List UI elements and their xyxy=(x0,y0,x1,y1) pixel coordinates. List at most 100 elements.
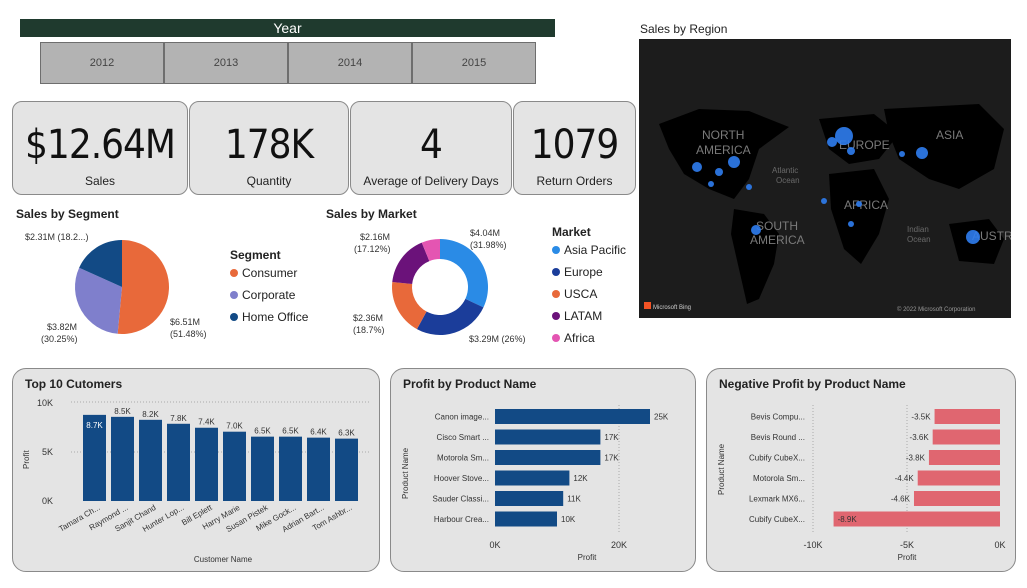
segment-label-consumer-value: $6.51M xyxy=(170,317,200,327)
kpi-sales-label: Sales xyxy=(84,174,116,188)
profit-product-y-axis-label: Product Name xyxy=(401,447,410,499)
top10-bar[interactable] xyxy=(195,427,218,501)
profit-product-x-axis-label: Profit xyxy=(578,553,597,562)
market-slice-usca[interactable] xyxy=(392,281,427,330)
profit-product-title: Profit by Product Name xyxy=(403,377,537,391)
kpi-card-sales: $12.64M Sales xyxy=(12,101,188,195)
top10-bar[interactable] xyxy=(251,436,274,501)
legend-dot-home-office xyxy=(230,313,238,321)
pp-category-label: Hoover Stove... xyxy=(434,474,489,483)
np-category-label: Bevis Round ... xyxy=(751,433,805,442)
legend-item-corporate[interactable]: Corporate xyxy=(230,284,308,306)
year-option-2014[interactable]: 2014 xyxy=(288,42,412,84)
legend-dot-africa xyxy=(552,334,560,342)
np-bar[interactable] xyxy=(932,429,1000,445)
kpi-quantity-label: Quantity xyxy=(246,174,292,188)
segment-label-consumer-pct: (51.48%) xyxy=(170,329,207,339)
np-bar[interactable] xyxy=(934,409,1000,424)
top10-bar[interactable] xyxy=(307,437,330,501)
pp-bar[interactable] xyxy=(495,429,601,445)
top10-bar[interactable] xyxy=(83,414,106,501)
pp-bar[interactable] xyxy=(495,491,564,506)
legend-label-consumer: Consumer xyxy=(242,266,298,280)
top10-tick-5k: 5K xyxy=(42,447,53,457)
pp-bar[interactable] xyxy=(495,470,570,486)
np-bar[interactable] xyxy=(913,491,1000,506)
map-label-north: NORTH xyxy=(702,128,744,142)
np-bar[interactable] xyxy=(833,511,1000,527)
pp-category-label: Motorola Sm... xyxy=(437,454,489,463)
legend-item-europe[interactable]: Europe xyxy=(552,261,626,283)
pp-category-label: Cisco Smart ... xyxy=(437,433,489,442)
pp-data-label: 11K xyxy=(567,495,581,504)
top10-data-label: 6.5K xyxy=(282,427,299,436)
np-data-label: -8.9K xyxy=(838,515,858,524)
kpi-quantity-value: 178K xyxy=(224,122,314,168)
sales-region-map[interactable]: NORTH AMERICA EUROPE ASIA AFRICA SOUTH A… xyxy=(639,39,1011,318)
np-category-label: Lexmark MX6... xyxy=(749,495,805,504)
year-option-2012[interactable]: 2012 xyxy=(40,42,164,84)
market-label-latam-pct: (17.12%) xyxy=(354,244,391,254)
pp-bar[interactable] xyxy=(495,409,650,424)
top10-bar[interactable] xyxy=(279,436,302,501)
kpi-card-delivery: 4 Average of Delivery Days xyxy=(350,101,512,195)
segment-slice-corporate[interactable] xyxy=(75,267,122,334)
segment-slice-home-office[interactable] xyxy=(79,240,122,287)
legend-item-asia-pacific[interactable]: Asia Pacific xyxy=(552,239,626,261)
top10-bar[interactable] xyxy=(167,423,190,501)
legend-item-home-office[interactable]: Home Office xyxy=(230,306,308,328)
legend-item-usca[interactable]: USCA xyxy=(552,283,626,305)
market-slice-latam[interactable] xyxy=(392,242,430,285)
top10-data-label: 7.0K xyxy=(226,422,243,431)
year-option-2013[interactable]: 2013 xyxy=(164,42,288,84)
neg-profit-bar-chart: Product Name Bevis Compu... -3.5K Bevis Ro… xyxy=(717,405,1006,562)
neg-profit-tick-neg10k: -10K xyxy=(803,540,822,550)
segment-legend: Segment Consumer Corporate Home Office xyxy=(230,248,308,328)
pp-data-label: 17K xyxy=(604,454,619,463)
pp-bar[interactable] xyxy=(495,511,557,527)
legend-dot-europe xyxy=(552,268,560,276)
legend-item-latam[interactable]: LATAM xyxy=(552,305,626,327)
legend-label-home-office: Home Office xyxy=(242,310,309,324)
top10-data-label: 8.5K xyxy=(114,407,131,416)
legend-dot-consumer xyxy=(230,269,238,277)
map-label-america: AMERICA xyxy=(696,143,751,157)
neg-profit-x-axis-label: Profit xyxy=(898,553,917,562)
microsoft-logo-icon xyxy=(644,302,651,309)
neg-profit-tick-neg5k: -5K xyxy=(900,540,914,550)
top10-tick-10k: 10K xyxy=(37,398,53,408)
top10-bar[interactable] xyxy=(335,438,358,501)
pp-bar[interactable] xyxy=(495,450,601,465)
pp-data-label: 17K xyxy=(604,433,619,442)
market-slice-europe[interactable] xyxy=(416,298,484,335)
market-label-europe: $3.29M (26%) xyxy=(469,334,526,344)
legend-label-europe: Europe xyxy=(564,265,603,279)
kpi-returns-label: Return Orders xyxy=(536,174,613,188)
np-data-label: -3.6K xyxy=(910,433,930,442)
segment-label-corporate-value: $3.82M xyxy=(47,322,77,332)
np-data-label: -3.8K xyxy=(906,454,926,463)
market-slice-africa[interactable] xyxy=(421,239,440,262)
top10-data-label: 6.5K xyxy=(254,427,271,436)
top10-bar[interactable] xyxy=(139,419,162,501)
legend-item-consumer[interactable]: Consumer xyxy=(230,262,308,284)
legend-label-usca: USCA xyxy=(564,287,598,301)
legend-label-corporate: Corporate xyxy=(242,288,296,302)
map-label-indian-ocean: Ocean xyxy=(907,235,931,244)
profit-product-tick-0k: 0K xyxy=(489,540,500,550)
legend-item-africa[interactable]: Africa xyxy=(552,327,626,349)
top10-bar[interactable] xyxy=(223,431,246,501)
np-bar[interactable] xyxy=(928,450,1000,465)
kpi-card-quantity: 178K Quantity xyxy=(189,101,349,195)
top10-data-label: 7.4K xyxy=(198,418,215,427)
market-slice-asia-pacific[interactable] xyxy=(440,239,488,308)
neg-profit-title: Negative Profit by Product Name xyxy=(719,377,906,391)
np-bar[interactable] xyxy=(917,470,1000,486)
top10-bar[interactable] xyxy=(111,416,134,501)
market-donut-chart: $4.04M (31.98%) $2.16M (17.12%) $2.36M (… xyxy=(353,228,526,344)
market-legend-title: Market xyxy=(552,225,591,239)
year-option-2015[interactable]: 2015 xyxy=(412,42,536,84)
legend-label-africa: Africa xyxy=(564,331,595,345)
segment-slice-consumer[interactable] xyxy=(117,240,170,334)
